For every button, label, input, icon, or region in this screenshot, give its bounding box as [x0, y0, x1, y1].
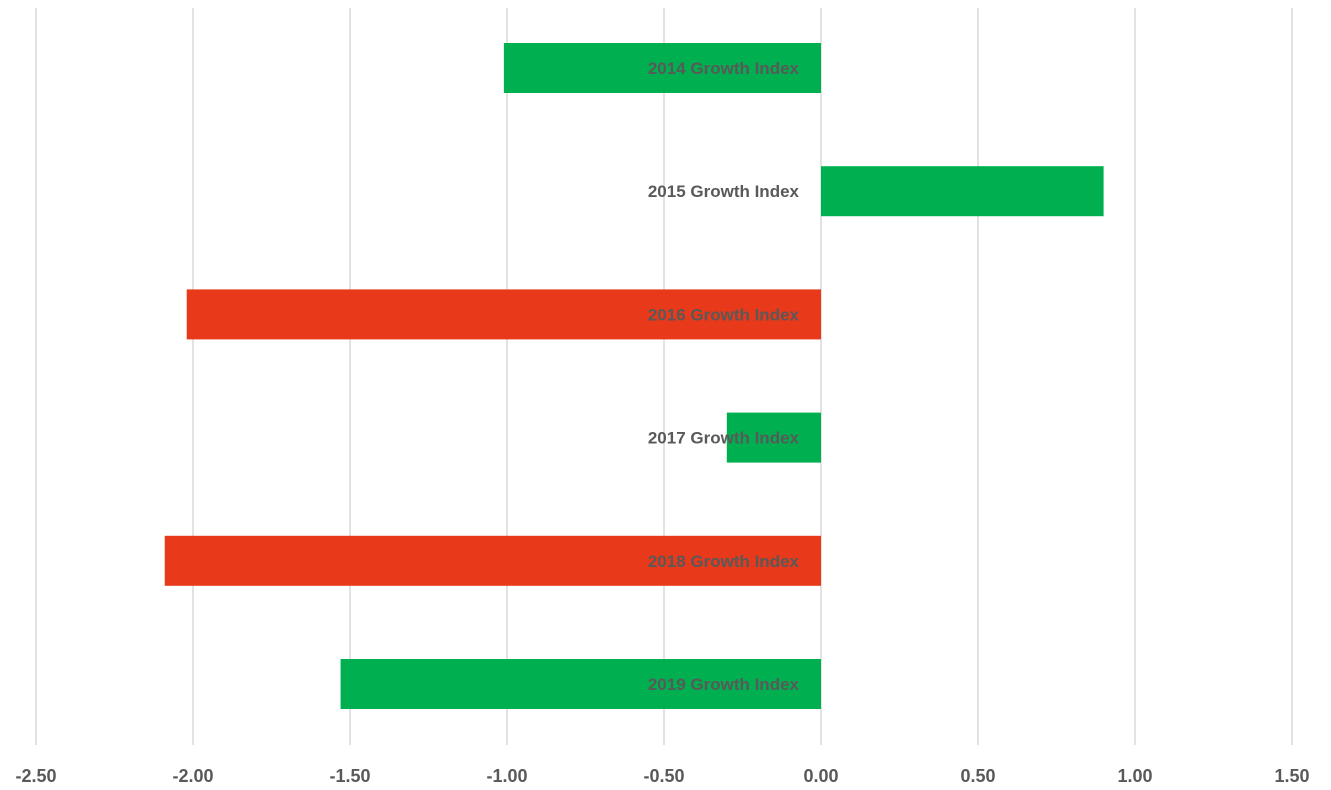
bar: [186, 289, 822, 340]
x-tick-label: 0.00: [803, 766, 838, 786]
x-tick-label: -1.50: [329, 766, 370, 786]
x-tick-labels: -2.50 -2.00 -1.50 -1.00 -0.50 0.00 0.50 1.00 1.5…: [15, 766, 1309, 786]
x-tick-label: 1.00: [1117, 766, 1152, 786]
x-tick-label: 1.50: [1274, 766, 1309, 786]
category-label: 2016 Growth Index: [648, 305, 800, 324]
x-tick-label: -2.50: [15, 766, 56, 786]
bar: [503, 43, 821, 93]
x-tick-label: -0.50: [643, 766, 684, 786]
category-label: 2019 Growth Index: [648, 675, 800, 694]
category-label: 2018 Growth Index: [648, 552, 800, 571]
gridlines: [35, 8, 1293, 745]
x-tick-label: 0.50: [960, 766, 995, 786]
category-labels: 2014 Growth Index 2015 Growth Index 2016 G…: [648, 59, 800, 694]
category-label: 2015 Growth Index: [648, 182, 800, 201]
bar: [821, 166, 1104, 217]
bars: [164, 43, 1104, 709]
category-label: 2017 Growth Index: [648, 429, 800, 448]
category-label: 2014 Growth Index: [648, 59, 800, 78]
bar: [164, 535, 822, 586]
x-tick-label: -2.00: [172, 766, 213, 786]
bar: [726, 412, 821, 463]
x-tick-label: -1.00: [486, 766, 527, 786]
bar: [340, 659, 821, 709]
